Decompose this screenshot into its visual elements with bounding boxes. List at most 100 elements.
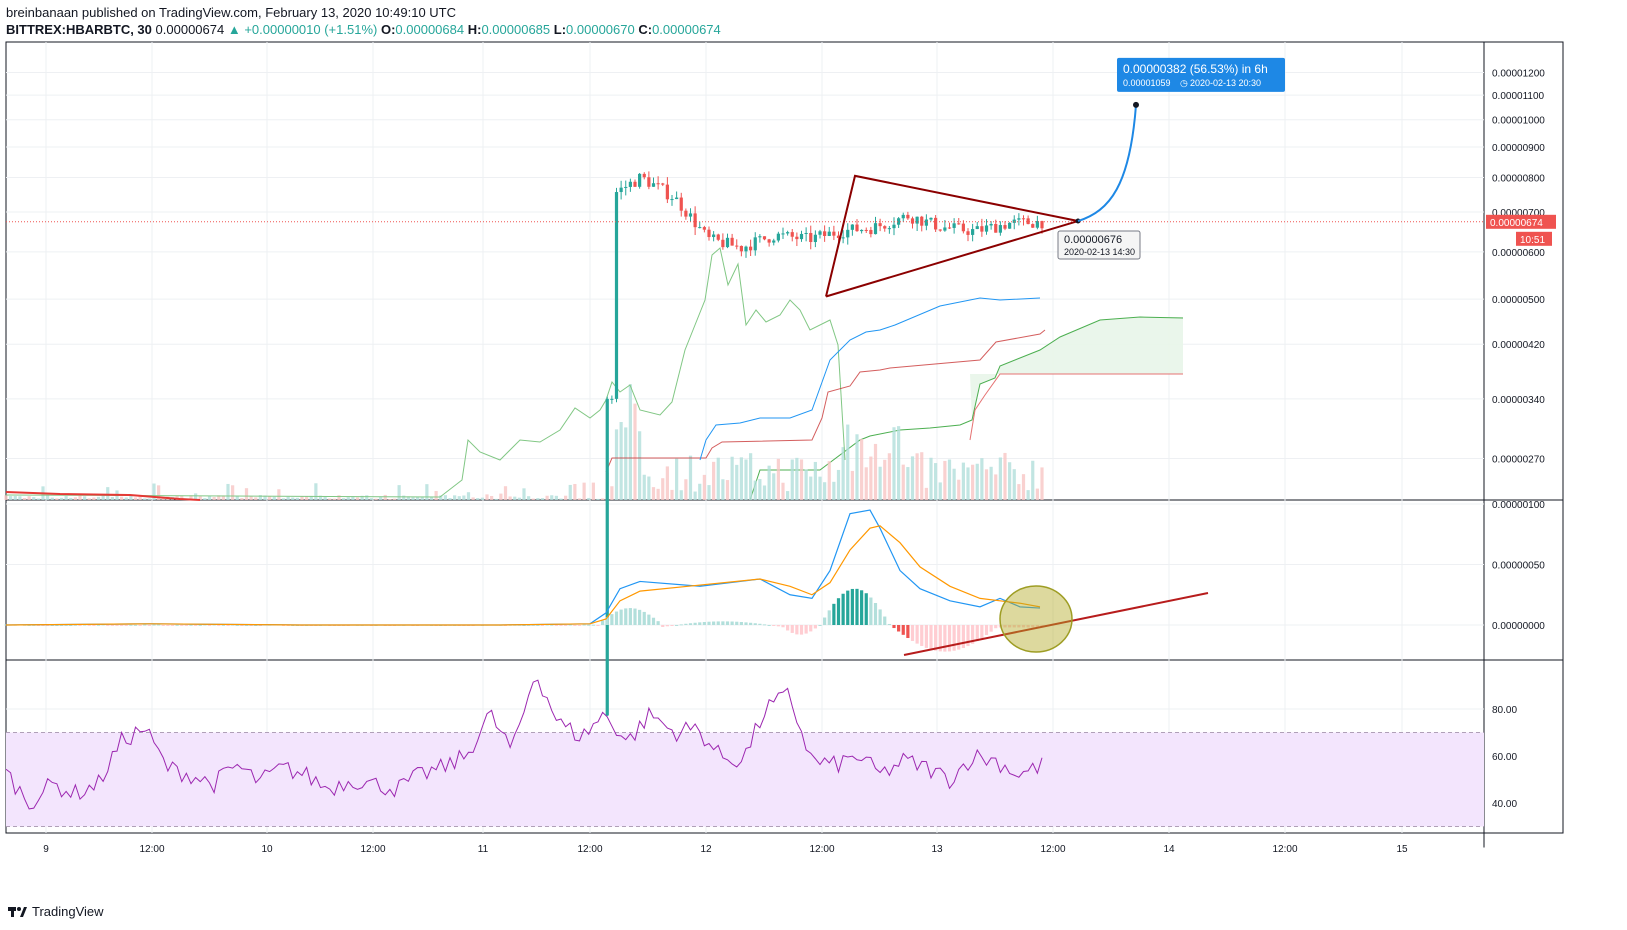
- volume-bar: [87, 498, 91, 500]
- macd-hist-bar: [688, 623, 693, 625]
- volume-bar: [457, 496, 461, 500]
- x-tick-label: 11: [478, 844, 489, 855]
- x-tick-label: 14: [1163, 844, 1175, 855]
- macd-hist-bar: [1031, 625, 1035, 628]
- macd-hist-bar: [883, 616, 887, 625]
- footer: TradingView: [8, 904, 104, 919]
- macd-hist-bar: [725, 621, 730, 625]
- macd-hist-bar: [767, 624, 771, 626]
- x-tick-label: 12: [700, 844, 712, 855]
- candle-body: [633, 181, 637, 187]
- volume-bar: [776, 458, 780, 500]
- macd-hist-bar: [166, 625, 170, 626]
- candle-body: [781, 233, 785, 235]
- volume-bar: [78, 495, 82, 500]
- volume-bar: [429, 497, 434, 500]
- volume-bar: [892, 427, 896, 500]
- volume-bar: [725, 480, 730, 500]
- volume-bar: [189, 495, 193, 500]
- volume-bar: [809, 476, 813, 500]
- volume-bar: [235, 496, 239, 500]
- volume-bar: [559, 498, 563, 500]
- volume-bar: [360, 495, 364, 500]
- current-price-badge: [1486, 214, 1556, 229]
- macd-hist-bar: [915, 625, 919, 644]
- candle-body: [749, 246, 753, 251]
- macd-y-tick-label: 0.00000100: [1492, 500, 1545, 511]
- volume-bar: [527, 496, 531, 500]
- candle-body: [850, 224, 854, 230]
- macd-hist-bar: [170, 625, 175, 626]
- macd-hist-bar: [180, 625, 184, 626]
- candle-body: [688, 213, 693, 217]
- volume-bar: [374, 498, 378, 500]
- macd-hist-bar: [790, 625, 794, 633]
- chart-header: breinbanaan published on TradingView.com…: [6, 4, 721, 38]
- candle-body: [610, 398, 614, 400]
- macd-hist-bar: [101, 624, 105, 626]
- macd-hist-bar: [980, 625, 984, 639]
- volume-bar: [873, 443, 878, 500]
- volume-bar: [1026, 490, 1030, 500]
- macd-hist-bar: [943, 625, 947, 652]
- volume-bar: [772, 473, 776, 500]
- volume-bar: [314, 483, 318, 500]
- up-arrow-icon: ▲: [227, 22, 241, 37]
- macd-hist-bar: [161, 625, 165, 626]
- y-tick-label: 0.00000800: [1492, 173, 1545, 184]
- projection-value: 0.00001059: [1123, 78, 1171, 88]
- volume-bar: [254, 497, 258, 500]
- macd-hist-bar: [610, 614, 614, 625]
- candle-body: [841, 237, 845, 239]
- macd-hist-bar: [1035, 625, 1039, 628]
- volume-bar: [684, 479, 688, 500]
- y-tick-label: 0.00000600: [1492, 248, 1545, 259]
- macd-hist-bar: [568, 624, 572, 626]
- macd-hist-bar: [189, 624, 193, 626]
- candle-body: [910, 218, 915, 224]
- chart-frame: [5, 41, 1564, 834]
- volume-bar: [531, 498, 535, 500]
- candle-body: [670, 199, 674, 201]
- volume-bar: [439, 495, 443, 500]
- volume-bar: [989, 466, 993, 500]
- volume-bar: [388, 498, 392, 500]
- volume-bar: [295, 497, 299, 500]
- volume-bar: [383, 494, 387, 500]
- candle-body: [758, 236, 762, 238]
- volume-bar: [869, 456, 873, 500]
- volume-bar: [651, 487, 656, 500]
- symbol: BITTREX:HBARBTC, 30: [6, 22, 152, 37]
- candle-body: [698, 227, 702, 229]
- volume-bar: [712, 461, 716, 500]
- volume-bar: [494, 498, 498, 500]
- candle-body: [619, 187, 623, 193]
- volume-bar: [707, 485, 711, 500]
- volume-bar: [1040, 467, 1044, 500]
- x-tick-label: 12:00: [577, 844, 602, 855]
- candle-body: [712, 234, 716, 238]
- macd-y-tick-label: 0.00000000: [1492, 621, 1545, 632]
- macd-hist-bar: [873, 603, 878, 625]
- price-label-date: 2020-02-13 14:30: [1064, 247, 1135, 257]
- macd-hist-bar: [27, 624, 31, 626]
- macd-hist-bar: [124, 625, 128, 626]
- volume-bar: [864, 467, 868, 500]
- volume-bar: [268, 496, 272, 500]
- macd-hist-bar: [781, 625, 785, 628]
- signal-line: [5, 525, 1041, 626]
- volume-bar: [448, 498, 452, 500]
- volume-bar: [721, 479, 725, 500]
- volume-bar: [633, 403, 637, 500]
- volume-bar: [212, 497, 216, 500]
- macd-hist-bar: [730, 621, 734, 625]
- macd-hist-bar: [804, 625, 808, 634]
- macd-hist-bar: [712, 621, 716, 625]
- volume-bar: [591, 482, 595, 500]
- candle-body: [943, 227, 947, 231]
- rsi-line: [5, 679, 1043, 810]
- macd-hist-bar: [281, 625, 286, 626]
- macd-hist-bar: [836, 598, 841, 625]
- macd-hist-bar: [693, 622, 697, 625]
